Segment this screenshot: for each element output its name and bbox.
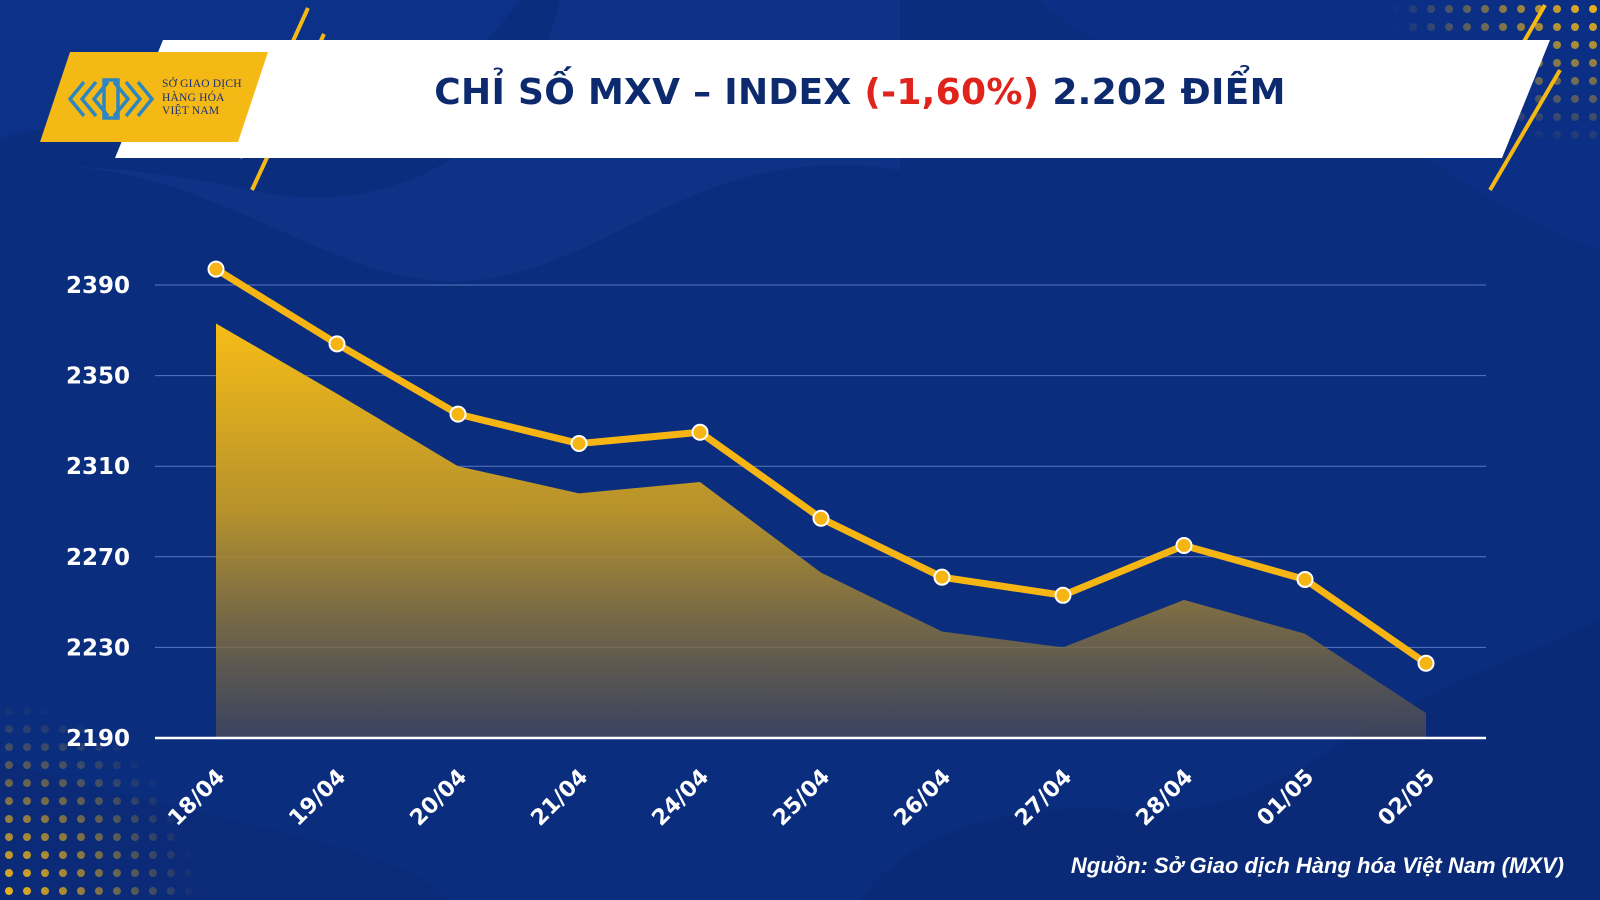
y-axis: 2390 2350 2310 2270 2230 2190 (66, 273, 130, 752)
data-point (1054, 586, 1072, 604)
logo-line-1: SỞ GIAO DỊCH (162, 78, 242, 90)
y-tick-label: 2190 (66, 726, 130, 752)
x-tick-label: 20/04 (406, 765, 473, 832)
data-point (1175, 536, 1193, 554)
data-point (207, 260, 225, 278)
data-point (812, 509, 830, 527)
x-tick-label: 28/04 (1132, 765, 1199, 832)
x-tick-label: 26/04 (890, 765, 957, 832)
x-tick-label: 01/05 (1253, 765, 1320, 832)
x-tick-label: 19/04 (285, 765, 352, 832)
chart-title: CHỈ SỐ MXV – INDEX (-1,60%) 2.202 ĐIỂM (330, 72, 1390, 113)
data-point (1417, 654, 1435, 672)
mxv-logo-icon (67, 78, 155, 120)
data-point (328, 335, 346, 353)
logo-background (40, 52, 268, 142)
y-tick-label: 2310 (66, 454, 130, 480)
y-tick-label: 2230 (66, 635, 130, 661)
logo-text: SỞ GIAO DỊCH HÀNG HÓA VIỆT NAM (162, 78, 262, 119)
data-point (449, 405, 467, 423)
data-point (570, 435, 588, 453)
y-tick-label: 2390 (66, 273, 130, 299)
data-point (933, 568, 951, 586)
x-tick-label: 18/04 (164, 765, 231, 832)
x-axis: 18/04 19/04 20/04 21/04 24/04 25/04 26/04 27/04… (164, 765, 1441, 832)
data-point (691, 423, 709, 441)
x-tick-label: 02/05 (1374, 765, 1441, 832)
x-tick-label: 24/04 (648, 765, 715, 832)
source-note: Nguồn: Sở Giao dịch Hàng hóa Việt Nam (M… (1070, 853, 1564, 878)
area-layer (216, 323, 1426, 738)
x-tick-label: 25/04 (769, 765, 836, 832)
data-point (1296, 570, 1314, 588)
title-suffix: 2.202 ĐIỂM (1039, 72, 1286, 113)
title-banner (115, 40, 1550, 158)
y-tick-label: 2350 (66, 364, 130, 390)
logo-line-3: VIỆT NAM (162, 105, 220, 117)
x-tick-label: 27/04 (1011, 765, 1078, 832)
area-series (216, 323, 1426, 738)
x-tick-label: 21/04 (527, 765, 594, 832)
title-prefix: CHỈ SỐ MXV – INDEX (434, 72, 865, 113)
y-tick-label: 2270 (66, 545, 130, 571)
line-layer (207, 260, 1435, 672)
title-change: (-1,60%) (864, 72, 1040, 113)
logo-line-2: HÀNG HÓA (162, 91, 225, 104)
